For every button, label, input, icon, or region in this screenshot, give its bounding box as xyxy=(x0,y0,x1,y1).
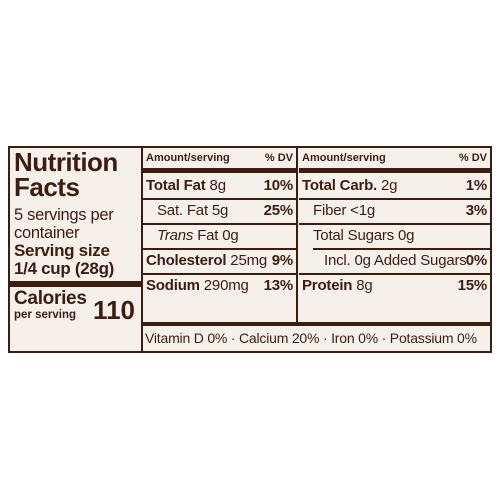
row-divider xyxy=(313,248,490,250)
header-rule xyxy=(143,168,296,173)
dv-header: % DV xyxy=(264,152,293,164)
nutrient-label: Total Sugars 0g xyxy=(313,227,415,244)
table-header: Amount/serving % DV xyxy=(143,151,296,166)
row-divider xyxy=(299,198,490,200)
label-title: Nutrition Facts xyxy=(14,147,118,202)
title-line-1: Nutrition xyxy=(14,147,118,177)
row-divider xyxy=(299,223,490,225)
table-row: Sat. Fat 5g 25% xyxy=(143,199,296,223)
row-divider xyxy=(143,223,296,225)
daily-value: 9% xyxy=(271,252,293,269)
row-divider xyxy=(143,273,296,275)
table-header: Amount/serving % DV xyxy=(299,151,490,166)
daily-value: 0% xyxy=(465,252,487,269)
table-row: Total Sugars 0g xyxy=(299,224,490,248)
daily-value: 3% xyxy=(465,202,487,219)
table-row: Total Fat 8g 10% xyxy=(143,174,296,198)
nutrient-label: Sodium 290mg xyxy=(146,277,249,294)
daily-value: 1% xyxy=(465,177,487,194)
nutrient-label: Fiber <1g xyxy=(313,202,375,219)
serving-size: Serving size 1/4 cup (28g) xyxy=(14,242,114,278)
servings-line-1: 5 servings per xyxy=(14,206,114,224)
header-rule xyxy=(299,168,490,173)
servings-per-container: 5 servings per container xyxy=(14,206,114,242)
calories-label: Calories xyxy=(14,288,87,309)
table-row: Protein 8g 15% xyxy=(299,274,490,298)
nutrient-label: Incl. 0g Added Sugars xyxy=(324,252,467,269)
amount-header: Amount/serving xyxy=(146,152,230,164)
serving-size-line-1: Serving size xyxy=(14,241,110,260)
calories-value: 110 xyxy=(93,295,135,325)
amount-header: Amount/serving xyxy=(302,152,386,164)
dv-header: % DV xyxy=(458,152,487,164)
row-divider xyxy=(299,273,490,275)
title-line-2: Facts xyxy=(14,172,80,202)
servings-line-2: container xyxy=(14,224,80,242)
row-divider xyxy=(143,248,296,250)
daily-value: 13% xyxy=(263,277,294,294)
table-row: Total Carb. 2g 1% xyxy=(299,174,490,198)
daily-value: 25% xyxy=(263,202,294,219)
serving-size-line-2: 1/4 cup (28g) xyxy=(14,259,115,278)
nutrient-label: Trans Fat 0g xyxy=(157,227,239,244)
table-row: Fiber <1g 3% xyxy=(299,199,490,223)
vitamins-minerals-line: Vitamin D 0% · Calcium 20% · Iron 0% · P… xyxy=(145,330,477,346)
summary-column: Nutrition Facts 5 servings per container… xyxy=(10,148,143,351)
column-divider xyxy=(296,148,298,324)
nutrient-label: Total Carb. 2g xyxy=(302,177,398,194)
daily-value: 10% xyxy=(263,177,294,194)
table-row: Cholesterol 25mg 9% xyxy=(143,249,296,273)
vitamins-divider xyxy=(141,322,490,326)
calories-divider xyxy=(10,281,141,287)
row-divider xyxy=(143,198,296,200)
nutrient-label: Cholesterol 25mg xyxy=(146,252,268,269)
calories-per-serving-label: per serving xyxy=(14,309,76,321)
nutrient-label: Sat. Fat 5g xyxy=(157,202,229,219)
nutrition-facts-panel: Nutrition Facts 5 servings per container… xyxy=(8,146,492,353)
nutrient-label: Protein 8g xyxy=(302,277,373,294)
table-row: Trans Fat 0g xyxy=(143,224,296,248)
daily-value: 15% xyxy=(457,277,488,294)
table-row: Incl. 0g Added Sugars 0% xyxy=(299,249,490,273)
nutrient-label: Total Fat 8g xyxy=(146,177,226,194)
table-row: Sodium 290mg 13% xyxy=(143,274,296,298)
